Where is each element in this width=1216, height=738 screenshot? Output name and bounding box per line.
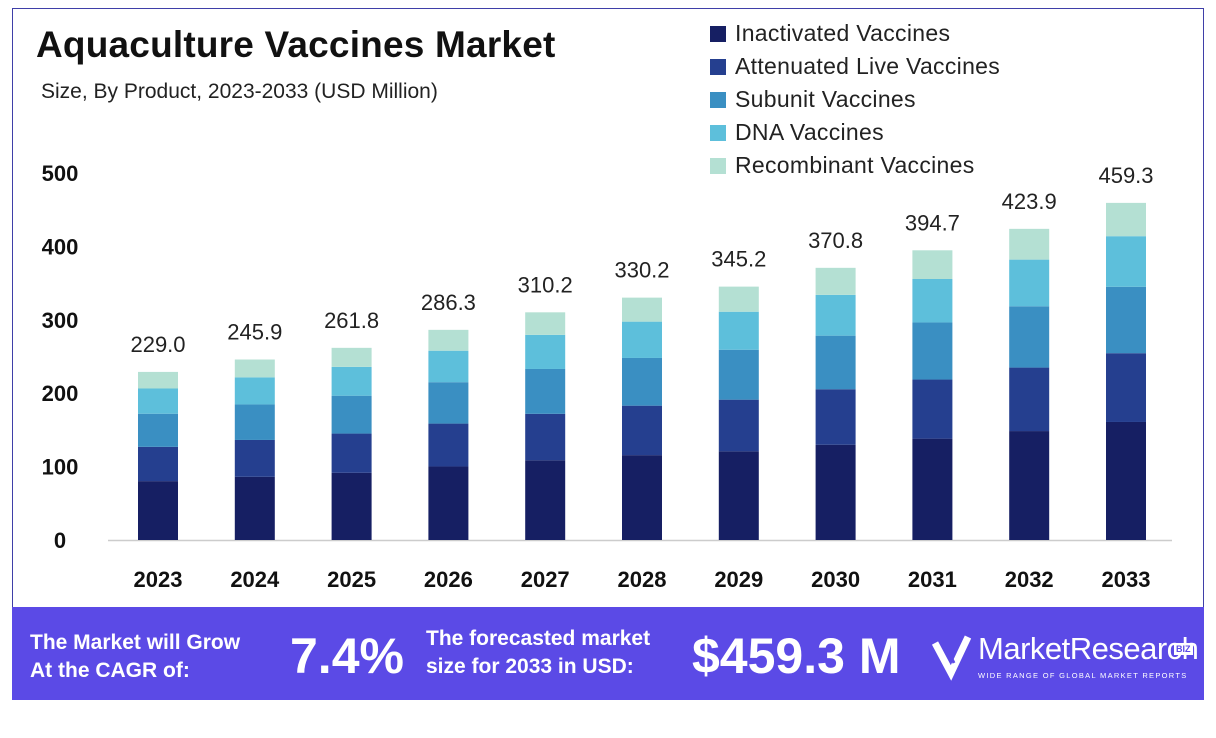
- bar-total-label: 330.2: [614, 258, 669, 283]
- x-tick-label: 2030: [811, 567, 860, 592]
- bar-segment: [138, 389, 178, 414]
- bar-segment: [816, 445, 856, 540]
- x-tick-label: 2031: [908, 567, 957, 592]
- bar-segment: [1009, 368, 1049, 431]
- bar-segment: [622, 298, 662, 322]
- bar-segment: [912, 250, 952, 279]
- bar-segment: [622, 406, 662, 455]
- forecast-caption-line1: The forecasted market: [426, 625, 650, 653]
- bar-total-label: 286.3: [421, 290, 476, 315]
- bar-segment: [138, 447, 178, 481]
- bar-segment: [138, 414, 178, 447]
- bar-segment: [719, 451, 759, 540]
- x-tick-label: 2028: [618, 567, 667, 592]
- x-tick-label: 2025: [327, 567, 376, 592]
- y-tick-label: 400: [42, 234, 79, 259]
- bar-segment: [912, 380, 952, 439]
- bar-segment: [1009, 431, 1049, 540]
- bar-total-label: 345.2: [711, 247, 766, 272]
- y-tick-label: 500: [42, 161, 79, 186]
- bar-segment: [1106, 353, 1146, 422]
- cagr-value: 7.4%: [290, 627, 404, 685]
- bar-segment: [816, 336, 856, 390]
- bar-segment: [1106, 422, 1146, 540]
- bar-segment: [525, 460, 565, 540]
- forecast-value: $459.3 M: [692, 627, 900, 685]
- cagr-caption: The Market will Grow At the CAGR of:: [30, 629, 240, 685]
- y-tick-label: 300: [42, 308, 79, 333]
- stacked-bar-chart: 0 100 200 300 400 500 229.0 2023 245.9 2024 261.8 2…: [0, 0, 1216, 610]
- bar-segment: [816, 295, 856, 336]
- bar-segment: [138, 481, 178, 540]
- bar-segment: [428, 351, 468, 382]
- bar-segment: [912, 279, 952, 322]
- cagr-caption-line2: At the CAGR of:: [30, 657, 240, 685]
- bar-segment: [428, 424, 468, 467]
- bar-segment: [719, 350, 759, 400]
- bar-segment: [428, 330, 468, 351]
- bar-segment: [138, 372, 178, 389]
- bar-segment: [332, 348, 372, 367]
- y-tick-label: 0: [54, 528, 66, 553]
- brand-logo: MarketResearch BIZ WIDE RANGE OF GLOBAL …: [932, 629, 1202, 685]
- x-tick-label: 2026: [424, 567, 473, 592]
- bar-segment: [525, 335, 565, 369]
- logo-badge: BIZ: [1174, 643, 1193, 655]
- bar-segment: [525, 312, 565, 335]
- bar-segment: [332, 434, 372, 473]
- bar-segment: [912, 439, 952, 540]
- bar-total-label: 370.8: [808, 228, 863, 253]
- bar-segment: [1009, 260, 1049, 307]
- bar-segment: [622, 358, 662, 406]
- bar-segment: [235, 377, 275, 404]
- bar-segment: [816, 268, 856, 295]
- bar-segment: [235, 360, 275, 378]
- x-tick-label: 2032: [1005, 567, 1054, 592]
- bar-segment: [525, 414, 565, 460]
- bar-segment: [816, 389, 856, 444]
- bar-total-label: 459.3: [1098, 163, 1153, 188]
- bar-segment: [1106, 236, 1146, 287]
- bar-segment: [1106, 203, 1146, 236]
- y-tick-label: 100: [42, 455, 79, 480]
- y-tick-label: 200: [42, 381, 79, 406]
- x-tick-label: 2027: [521, 567, 570, 592]
- bar-total-label: 394.7: [905, 210, 960, 235]
- logo-brand-text: MarketResearch: [978, 631, 1198, 667]
- cagr-caption-line1: The Market will Grow: [30, 629, 240, 657]
- bar-segment: [1009, 306, 1049, 367]
- forecast-caption: The forecasted market size for 2033 in U…: [426, 625, 650, 681]
- bar-segment: [622, 455, 662, 540]
- bar-segment: [719, 312, 759, 350]
- bar-segment: [1009, 229, 1049, 260]
- bar-total-label: 229.0: [130, 332, 185, 357]
- bar-segment: [719, 400, 759, 452]
- bar-segment: [332, 473, 372, 540]
- bar-total-label: 261.8: [324, 308, 379, 333]
- logo-tagline: WIDE RANGE OF GLOBAL MARKET REPORTS: [978, 671, 1188, 680]
- bar-total-label: 245.9: [227, 320, 282, 345]
- bar-segment: [235, 440, 275, 477]
- footer-banner: The Market will Grow At the CAGR of: 7.4…: [12, 607, 1204, 700]
- bar-segment: [235, 477, 275, 540]
- bar-total-label: 310.2: [518, 272, 573, 297]
- x-tick-label: 2029: [714, 567, 763, 592]
- bar-segment: [428, 466, 468, 540]
- x-tick-label: 2023: [134, 567, 183, 592]
- logo-mark-icon: [932, 629, 972, 681]
- bar-segment: [1106, 287, 1146, 353]
- bar-segment: [332, 396, 372, 434]
- bar-segment: [428, 382, 468, 423]
- bar-segment: [235, 404, 275, 440]
- bar-total-label: 423.9: [1002, 189, 1057, 214]
- bar-segment: [622, 322, 662, 358]
- bar-segment: [525, 369, 565, 414]
- bar-segment: [332, 367, 372, 396]
- bar-segment: [719, 287, 759, 312]
- x-tick-label: 2033: [1102, 567, 1151, 592]
- forecast-caption-line2: size for 2033 in USD:: [426, 653, 650, 681]
- x-tick-label: 2024: [230, 567, 280, 592]
- bar-segment: [912, 322, 952, 379]
